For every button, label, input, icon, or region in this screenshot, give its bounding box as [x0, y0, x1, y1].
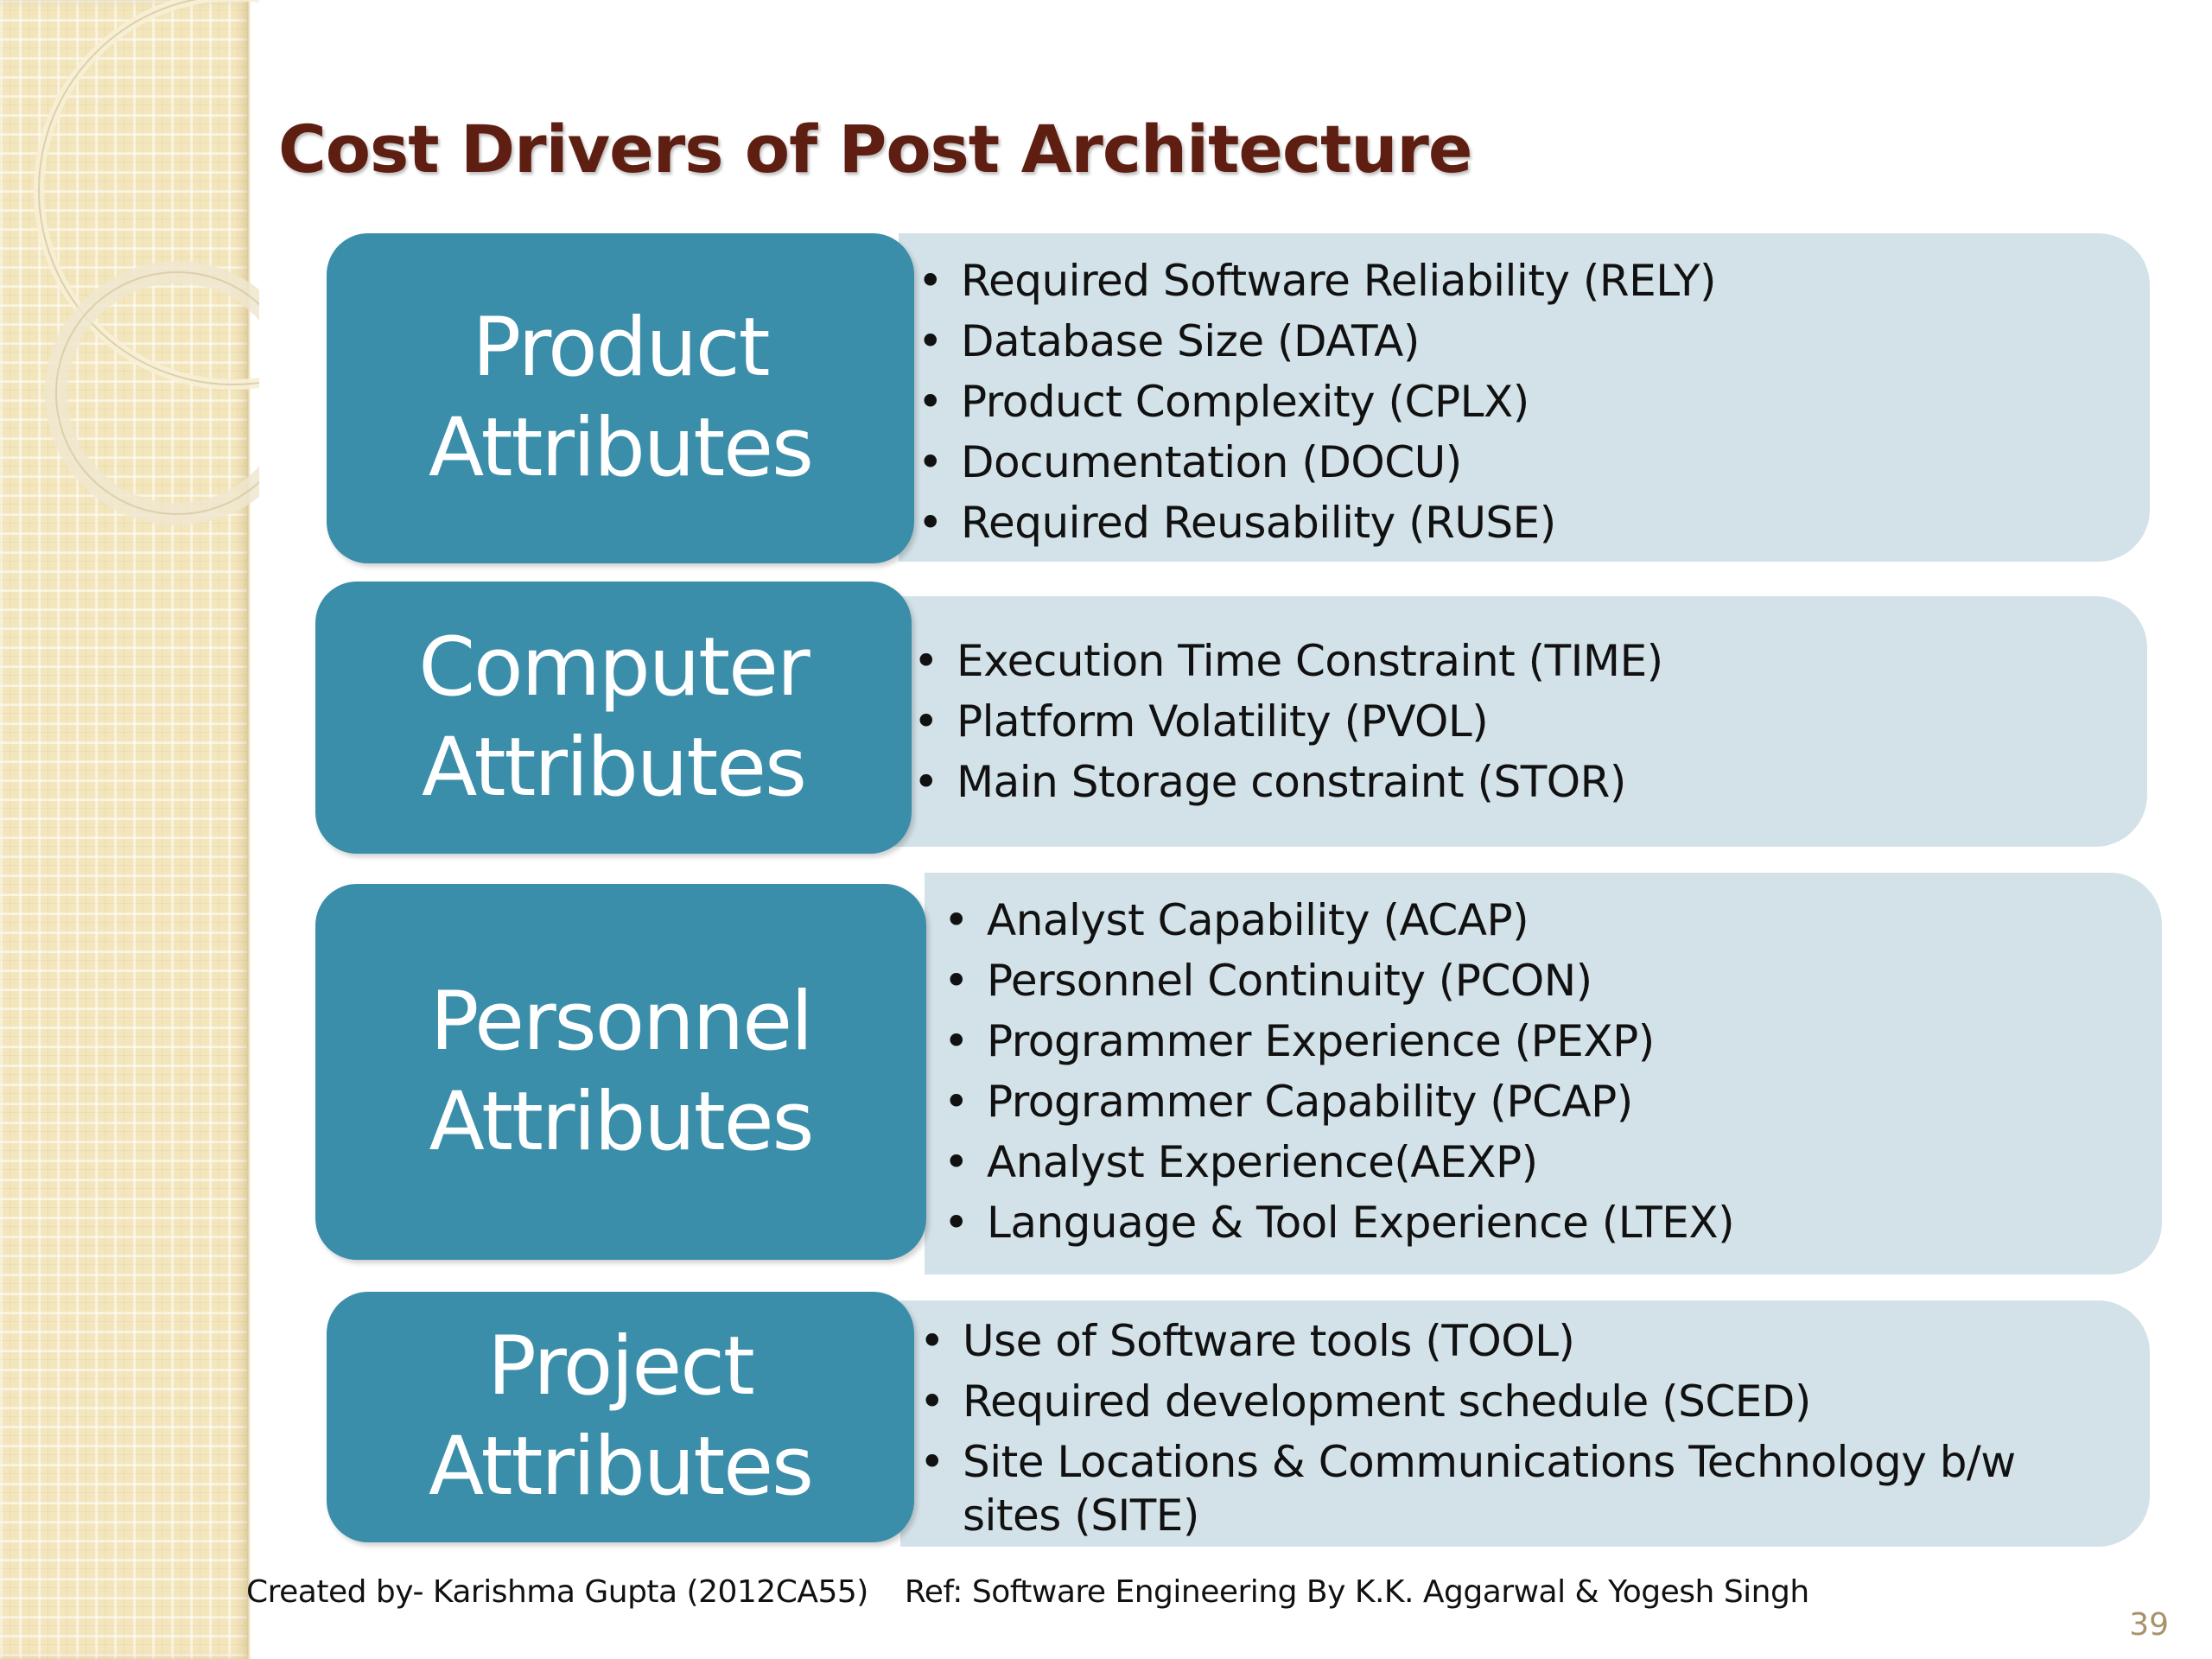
computer-attributes-list: Execution Time Constraint (TIME) Platfor…	[894, 631, 2147, 812]
list-item: Analyst Experience(AEXP)	[925, 1132, 2162, 1192]
list-item: Analyst Capability (ACAP)	[925, 890, 2162, 950]
slide-footer: Created by- Karishma Gupta (2012CA55) Ref…	[246, 1574, 1809, 1610]
personnel-attributes-list-panel: Analyst Capability (ACAP) Personnel Cont…	[925, 873, 2162, 1274]
list-item: Product Complexity (CPLX)	[899, 372, 2150, 432]
project-attributes-list: Use of Software tools (TOOL) Required de…	[900, 1311, 2150, 1542]
sidebar-edge	[247, 0, 251, 1659]
list-item: Programmer Capability (PCAP)	[925, 1071, 2162, 1132]
list-item: Personnel Continuity (PCON)	[925, 950, 2162, 1011]
list-item: Language & Tool Experience (LTEX)	[925, 1192, 2162, 1253]
list-item: Database Size (DATA)	[899, 311, 2150, 372]
footer-created-by: Created by- Karishma Gupta (2012CA55)	[246, 1574, 868, 1610]
list-item: Documentation (DOCU)	[899, 432, 2150, 493]
category-title-line2: Attributes	[429, 1074, 814, 1169]
product-attributes-box: Product Attributes	[327, 233, 914, 563]
category-title-line2: Attributes	[428, 1420, 814, 1514]
category-title-line2: Attributes	[421, 720, 807, 815]
computer-attributes-box: Computer Attributes	[315, 582, 912, 854]
category-title-line2: Attributes	[428, 401, 814, 495]
category-title-line1: Project	[487, 1319, 755, 1414]
list-item: Main Storage constraint (STOR)	[894, 752, 2147, 812]
personnel-attributes-box: Personnel Attributes	[315, 884, 926, 1260]
list-item: Required Software Reliability (RELY)	[899, 251, 2150, 311]
small-ring	[45, 261, 259, 525]
project-attributes-list-panel: Use of Software tools (TOOL) Required de…	[900, 1300, 2150, 1547]
footer-reference: Ref: Software Engineering By K.K. Aggarw…	[904, 1574, 1809, 1610]
product-attributes-list: Required Software Reliability (RELY) Dat…	[899, 251, 2150, 553]
page-number: 39	[2129, 1607, 2169, 1643]
project-attributes-box: Project Attributes	[327, 1292, 914, 1542]
list-item: Use of Software tools (TOOL)	[900, 1311, 2055, 1371]
category-title-line1: Computer	[418, 620, 810, 715]
product-attributes-list-panel: Required Software Reliability (RELY) Dat…	[899, 233, 2150, 562]
list-item: Execution Time Constraint (TIME)	[894, 631, 2147, 691]
list-item: Required Reusability (RUSE)	[899, 493, 2150, 553]
slide-title: Cost Drivers of Post Architecture	[278, 111, 1472, 188]
large-ring-outline	[38, 0, 259, 385]
category-title-line1: Product	[472, 301, 771, 395]
category-title-line1: Personnel	[429, 974, 813, 1069]
list-item: Platform Volatility (PVOL)	[894, 691, 2147, 752]
computer-attributes-list-panel: Execution Time Constraint (TIME) Platfor…	[894, 596, 2147, 847]
list-item: Programmer Experience (PEXP)	[925, 1011, 2162, 1071]
personnel-attributes-list: Analyst Capability (ACAP) Personnel Cont…	[925, 890, 2162, 1253]
decorative-rings	[34, 0, 259, 525]
small-ring-outline	[55, 271, 259, 515]
list-item: Site Locations & Communications Technolo…	[900, 1435, 2055, 1542]
list-item: Required development schedule (SCED)	[900, 1371, 2055, 1432]
